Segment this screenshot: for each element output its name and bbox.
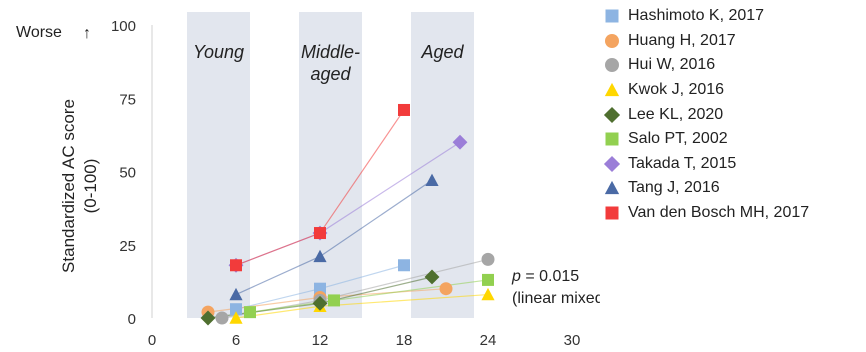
legend-item: Lee KL, 2020 bbox=[600, 102, 864, 127]
p-value-annotation: p = 0.015 bbox=[511, 268, 579, 285]
model-annotation: (linear mixed effect model) bbox=[512, 290, 600, 307]
legend-label: Hui W, 2016 bbox=[628, 56, 716, 74]
legend-marker bbox=[603, 155, 621, 172]
legend-item: Hui W, 2016 bbox=[600, 53, 864, 78]
legend-marker bbox=[604, 181, 620, 195]
triangle-marker-icon bbox=[600, 81, 624, 99]
data-point-hashimoto-k-2017 bbox=[398, 259, 410, 272]
y-tick-label: 25 bbox=[119, 238, 136, 255]
data-point-hashimoto-k-2017 bbox=[314, 282, 326, 295]
legend-marker bbox=[603, 106, 621, 123]
data-point-kwok-j-2016 bbox=[229, 311, 243, 324]
data-point-salo-pt-2002 bbox=[482, 273, 494, 286]
y-tick-labels: 0 25 50 75 100 bbox=[111, 18, 136, 328]
legend-item: Hashimoto K, 2017 bbox=[600, 4, 864, 29]
legend-label: Salo PT, 2002 bbox=[628, 130, 728, 148]
y-tick-label: 50 bbox=[119, 165, 136, 182]
data-point-van-den-bosch-mh-2017 bbox=[398, 103, 410, 116]
triangle-marker-icon bbox=[600, 179, 624, 197]
square-marker-icon bbox=[600, 7, 624, 25]
age-band-2 bbox=[299, 12, 362, 318]
legend-marker bbox=[605, 33, 619, 48]
age-band-label: Young bbox=[193, 42, 244, 62]
x-tick-label: 30 bbox=[564, 332, 581, 349]
legend-item: Van den Bosch MH, 2017 bbox=[600, 201, 864, 226]
x-tick-label: 6 bbox=[232, 332, 240, 349]
legend-item: Takada T, 2015 bbox=[600, 152, 864, 177]
y-axis-label-line-1: Standardized AC score bbox=[59, 99, 78, 273]
data-point-lee-kl-2020 bbox=[200, 310, 216, 326]
square-marker-icon bbox=[600, 130, 624, 148]
legend-label: Van den Bosch MH, 2017 bbox=[628, 204, 810, 222]
legend-marker bbox=[604, 82, 620, 97]
data-point-hui-w-2016 bbox=[481, 252, 495, 266]
age-band-label: aged bbox=[310, 64, 351, 84]
age-band-label: Aged bbox=[420, 42, 464, 62]
legend-label: Kwok J, 2016 bbox=[628, 81, 725, 99]
legend-label: Lee KL, 2020 bbox=[628, 105, 724, 123]
legend-label: Hashimoto K, 2017 bbox=[628, 7, 765, 25]
data-point-tang-j-2016 bbox=[313, 249, 327, 263]
legend-marker bbox=[605, 58, 619, 73]
legend-item: Tang J, 2016 bbox=[600, 176, 864, 201]
legend-label: Tang J, 2016 bbox=[628, 179, 720, 197]
data-point-tang-j-2016 bbox=[425, 173, 439, 186]
circle-marker-icon bbox=[600, 56, 624, 74]
data-point-van-den-bosch-mh-2017 bbox=[230, 259, 242, 272]
data-point-lee-kl-2020 bbox=[312, 295, 328, 311]
legend-label: Takada T, 2015 bbox=[628, 154, 737, 172]
age-band-label: Middle- bbox=[301, 42, 360, 62]
data-point-hashimoto-k-2017 bbox=[230, 303, 242, 316]
circle-marker-icon bbox=[600, 32, 624, 50]
x-tick-label: 24 bbox=[480, 332, 497, 349]
legend-item: Kwok J, 2016 bbox=[600, 78, 864, 103]
x-tick-labels: 0 6 12 18 24 30 bbox=[148, 332, 581, 349]
legend-marker bbox=[605, 206, 619, 220]
p-symbol: p bbox=[511, 268, 521, 285]
data-point-hui-w-2016 bbox=[215, 311, 229, 325]
x-tick-label: 0 bbox=[148, 332, 156, 349]
data-point-lee-kl-2020 bbox=[424, 269, 440, 285]
p-value: = 0.015 bbox=[521, 268, 579, 285]
data-point-van-den-bosch-mh-2017 bbox=[314, 227, 326, 240]
x-tick-label: 18 bbox=[396, 332, 413, 349]
legend: Hashimoto K, 2017 Huang H, 2017 Hui W, 201… bbox=[600, 4, 864, 225]
worse-arrow-icon: ↑ bbox=[83, 25, 91, 42]
square-marker-icon bbox=[600, 204, 624, 222]
legend-marker bbox=[605, 132, 619, 146]
legend-label: Huang H, 2017 bbox=[628, 31, 736, 49]
diamond-marker-icon bbox=[600, 106, 624, 124]
legend-item: Huang H, 2017 bbox=[600, 29, 864, 54]
data-point-salo-pt-2002 bbox=[244, 306, 256, 319]
y-tick-label: 100 bbox=[111, 18, 136, 35]
y-tick-label: 75 bbox=[119, 91, 136, 108]
legend-item: Salo PT, 2002 bbox=[600, 127, 864, 152]
worse-label: Worse bbox=[16, 24, 62, 41]
data-point-tang-j-2016 bbox=[229, 287, 243, 301]
data-point-kwok-j-2016 bbox=[481, 287, 495, 301]
data-point-salo-pt-2002 bbox=[328, 294, 340, 307]
age-bands: Young Middle-aged Aged bbox=[187, 12, 474, 318]
x-tick-label: 12 bbox=[312, 332, 329, 349]
series-points bbox=[200, 103, 495, 326]
y-axis-label-line-2: (0-100) bbox=[81, 159, 100, 214]
data-point-huang-h-2017 bbox=[439, 282, 453, 296]
y-tick-label: 0 bbox=[128, 311, 136, 328]
chart-plot: Young Middle-aged Aged 0 6 12 18 24 30 0 25 50 75 1… bbox=[16, 12, 600, 349]
legend-marker bbox=[605, 9, 619, 23]
data-point-takada-t-2015 bbox=[452, 134, 468, 150]
diamond-marker-icon bbox=[600, 155, 624, 173]
age-band-3 bbox=[411, 12, 474, 318]
